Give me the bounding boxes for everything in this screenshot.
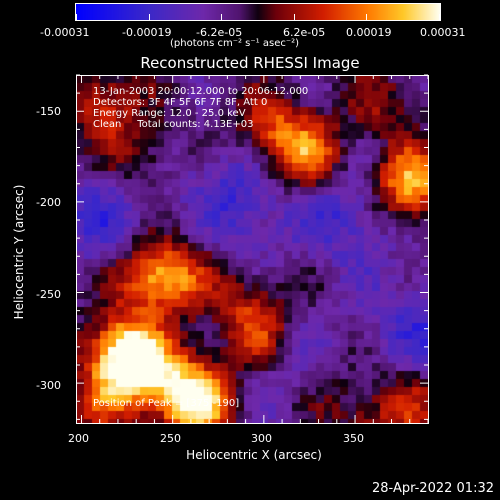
annotation-time-range: 13-Jan-2003 20:00:12.000 to 20:06:12.000 (93, 86, 309, 97)
y-axis-title: Heliocentric Y (arcsec) (12, 184, 26, 320)
chart-title: Reconstructed RHESSI Image (140, 54, 360, 72)
colorbar-tick (76, 14, 77, 20)
colorbar-gradient (76, 4, 440, 20)
annotation-clean-counts: Clean Total counts: 4.13E+03 (93, 119, 254, 130)
peak-position-label: Position of Peak = [375,-190] (93, 398, 240, 409)
colorbar-tick (439, 14, 440, 20)
y-tick-label: -300 (36, 379, 61, 392)
colorbar-unit-label: (photons cm⁻² s⁻¹ asec⁻²) (170, 38, 300, 49)
colorbar-tick-label: 0.00019 (346, 26, 392, 39)
colorbar-tick-label: -6.2e-05 (196, 26, 243, 39)
colorbar-tick-label: 0.00031 (420, 26, 466, 39)
footer-timestamp: 28-Apr-2022 01:32 (372, 481, 494, 496)
x-tick-label: 350 (343, 432, 364, 445)
x-tick-label: 200 (68, 432, 89, 445)
heatmap-image (76, 75, 428, 423)
colorbar-tick (148, 14, 150, 20)
colorbar-tick (293, 14, 295, 20)
x-tick-label: 250 (160, 432, 181, 445)
plot-frame (76, 75, 429, 424)
colorbar-frame (75, 3, 441, 21)
annotation-block: 13-Jan-2003 20:00:12.000 to 20:06:12.000… (93, 86, 308, 130)
annotation-detectors: Detectors: 3F 4F 5F 6F 7F 8F, Att 0 (93, 97, 268, 108)
colorbar-tick-label: -0.00031 (40, 26, 90, 39)
y-tick-label: -150 (36, 105, 61, 118)
y-tick-label: -200 (36, 196, 61, 209)
x-axis-title: Heliocentric X (arcsec) (186, 448, 322, 462)
annotation-energy-range: Energy Range: 12.0 - 25.0 keV (93, 108, 246, 119)
colorbar-tick-label: -0.00019 (122, 26, 172, 39)
colorbar-tick-label: 6.2e-05 (283, 26, 326, 39)
colorbar-tick (221, 14, 223, 20)
y-tick-label: -250 (36, 288, 61, 301)
x-tick-label: 300 (251, 432, 272, 445)
colorbar-tick (366, 14, 368, 20)
